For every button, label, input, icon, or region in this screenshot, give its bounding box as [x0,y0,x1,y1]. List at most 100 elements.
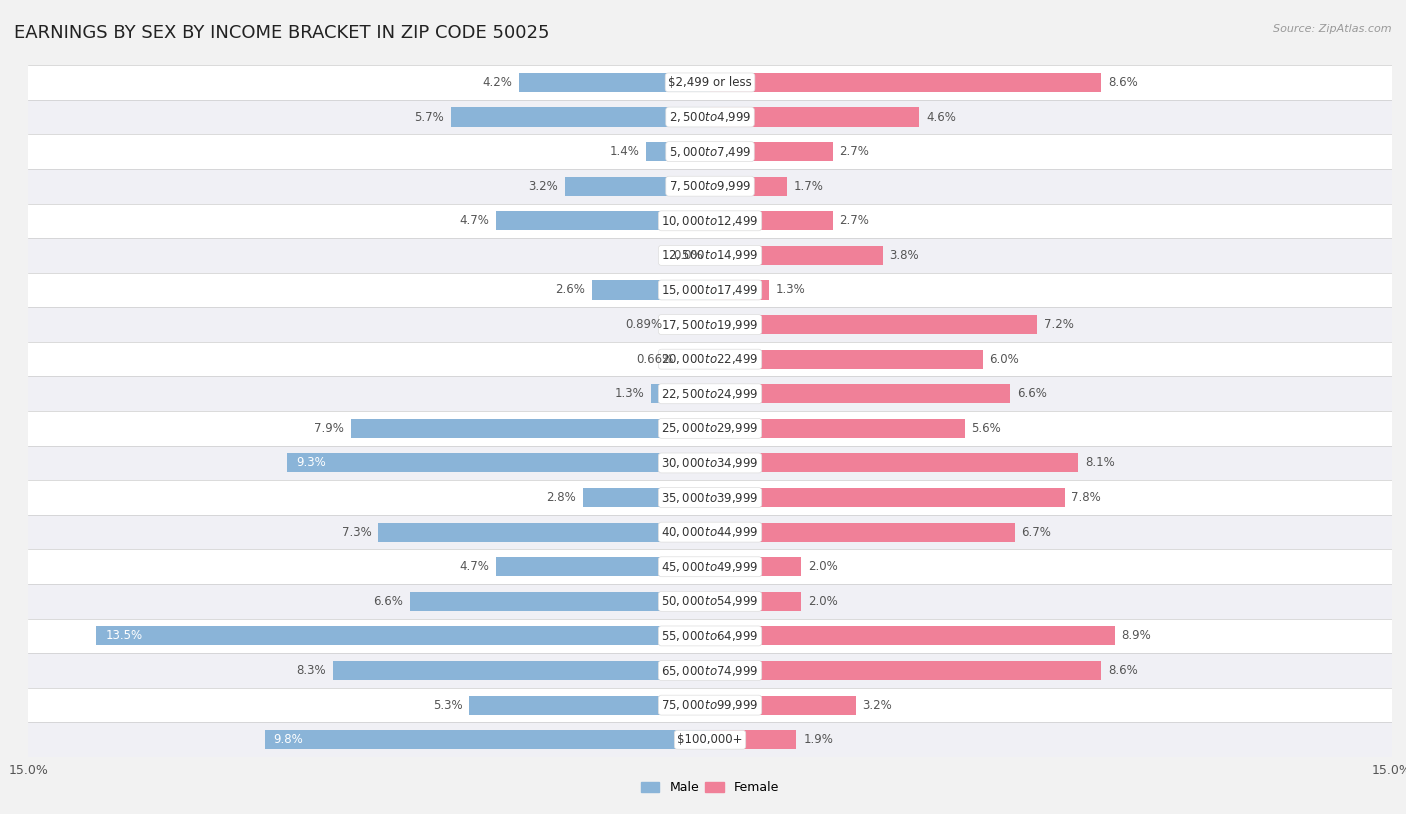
Text: 8.6%: 8.6% [1108,76,1137,89]
Text: $22,500 to $24,999: $22,500 to $24,999 [661,387,759,400]
Text: $65,000 to $74,999: $65,000 to $74,999 [661,663,759,677]
Text: $25,000 to $29,999: $25,000 to $29,999 [661,422,759,435]
Bar [582,488,710,507]
Text: 0.66%: 0.66% [636,352,673,365]
Bar [28,169,1392,204]
Text: 7.9%: 7.9% [314,422,344,435]
Text: $2,500 to $4,999: $2,500 to $4,999 [669,110,751,124]
Bar [710,384,1010,403]
Text: $10,000 to $12,499: $10,000 to $12,499 [661,214,759,228]
Text: $17,500 to $19,999: $17,500 to $19,999 [661,317,759,331]
Text: 1.9%: 1.9% [803,733,834,746]
Text: 2.0%: 2.0% [808,595,838,608]
Text: $40,000 to $44,999: $40,000 to $44,999 [661,525,759,539]
Bar [28,411,1392,446]
Bar [28,307,1392,342]
Text: 9.8%: 9.8% [274,733,304,746]
Bar [28,342,1392,376]
Bar [451,107,710,126]
Bar [378,523,710,541]
Text: $5,000 to $7,499: $5,000 to $7,499 [669,145,751,159]
Bar [28,204,1392,238]
Text: 2.7%: 2.7% [839,214,869,227]
Text: 2.8%: 2.8% [546,491,576,504]
Text: 4.2%: 4.2% [482,76,512,89]
Text: $50,000 to $54,999: $50,000 to $54,999 [661,594,759,608]
Bar [28,65,1392,99]
Bar [710,453,1078,472]
Bar [681,350,710,369]
Bar [28,653,1392,688]
Text: 1.4%: 1.4% [610,145,640,158]
Bar [28,273,1392,307]
Text: 6.6%: 6.6% [374,595,404,608]
Text: 8.6%: 8.6% [1108,664,1137,677]
Text: $30,000 to $34,999: $30,000 to $34,999 [661,456,759,470]
Bar [710,107,920,126]
Bar [97,627,710,646]
Bar [28,584,1392,619]
Bar [470,696,710,715]
Text: 4.7%: 4.7% [460,560,489,573]
Bar [333,661,710,680]
Bar [710,523,1015,541]
Text: $2,499 or less: $2,499 or less [668,76,752,89]
Bar [710,350,983,369]
Text: 9.3%: 9.3% [297,457,326,470]
Bar [669,315,710,334]
Text: 3.8%: 3.8% [890,249,920,262]
Text: EARNINGS BY SEX BY INCOME BRACKET IN ZIP CODE 50025: EARNINGS BY SEX BY INCOME BRACKET IN ZIP… [14,24,550,42]
Bar [710,730,796,749]
Bar [28,134,1392,169]
Text: 0.0%: 0.0% [673,249,703,262]
Text: $75,000 to $99,999: $75,000 to $99,999 [661,698,759,712]
Legend: Male, Female: Male, Female [636,777,785,799]
Bar [28,688,1392,723]
Text: 8.3%: 8.3% [297,664,326,677]
Text: 5.7%: 5.7% [415,111,444,124]
Bar [647,142,710,161]
Text: 1.3%: 1.3% [776,283,806,296]
Text: 4.6%: 4.6% [927,111,956,124]
Text: 2.7%: 2.7% [839,145,869,158]
Text: $100,000+: $100,000+ [678,733,742,746]
Text: $35,000 to $39,999: $35,000 to $39,999 [661,491,759,505]
Text: 3.2%: 3.2% [862,698,891,711]
Bar [710,661,1101,680]
Text: 7.8%: 7.8% [1071,491,1101,504]
Bar [28,514,1392,549]
Text: 5.3%: 5.3% [433,698,463,711]
Bar [710,177,787,195]
Text: $12,500 to $14,999: $12,500 to $14,999 [661,248,759,262]
Text: 4.7%: 4.7% [460,214,489,227]
Bar [287,453,710,472]
Text: 13.5%: 13.5% [105,629,142,642]
Bar [710,488,1064,507]
Bar [352,419,710,438]
Bar [28,480,1392,515]
Bar [28,376,1392,411]
Text: 6.0%: 6.0% [990,352,1019,365]
Bar [710,73,1101,92]
Text: 7.2%: 7.2% [1045,318,1074,331]
Bar [710,696,855,715]
Text: 1.3%: 1.3% [614,387,644,400]
Text: 2.0%: 2.0% [808,560,838,573]
Bar [496,212,710,230]
Bar [411,592,710,610]
Bar [264,730,710,749]
Text: 5.6%: 5.6% [972,422,1001,435]
Bar [28,238,1392,273]
Text: Source: ZipAtlas.com: Source: ZipAtlas.com [1274,24,1392,34]
Bar [28,723,1392,757]
Bar [710,315,1038,334]
Bar [519,73,710,92]
Bar [710,592,801,610]
Bar [710,142,832,161]
Text: 6.7%: 6.7% [1021,526,1052,539]
Bar [710,627,1115,646]
Bar [710,281,769,300]
Text: 2.6%: 2.6% [555,283,585,296]
Text: 8.9%: 8.9% [1122,629,1152,642]
Text: $55,000 to $64,999: $55,000 to $64,999 [661,629,759,643]
